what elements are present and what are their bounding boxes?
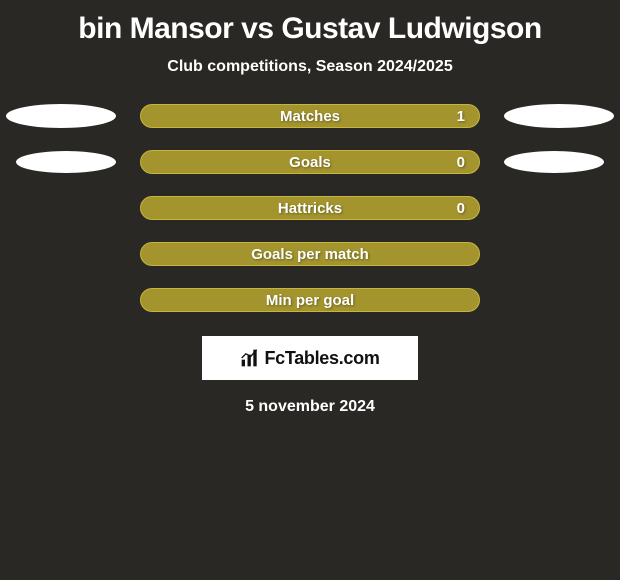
stat-bar: Min per goal [140,288,480,312]
stat-bar: Goals per match [140,242,480,266]
stat-row: Hattricks 0 [0,196,620,220]
stat-label: Hattricks [278,200,342,217]
stat-row: Goals per match [0,242,620,266]
stat-value: 0 [457,154,465,171]
stat-row: Goals 0 [0,150,620,174]
left-value-ellipse [6,104,116,128]
stat-label: Matches [280,108,340,125]
date-label: 5 november 2024 [245,398,375,416]
stat-label: Goals per match [251,246,369,263]
page-title: bin Mansor vs Gustav Ludwigson [78,12,541,46]
brand-text: FcTables.com [264,348,379,369]
stat-row: Min per goal [0,288,620,312]
stat-label: Min per goal [266,292,354,309]
left-value-ellipse [16,151,116,173]
stat-bar: Matches 1 [140,104,480,128]
stat-row: Matches 1 [0,104,620,128]
right-value-ellipse [504,104,614,128]
page-subtitle: Club competitions, Season 2024/2025 [167,58,452,76]
bar-chart-icon [240,348,260,368]
brand-badge: FcTables.com [202,336,418,380]
stats-container: Matches 1 Goals 0 Hattricks 0 Goals per … [0,104,620,312]
stat-value: 0 [457,200,465,217]
right-value-ellipse [504,151,604,173]
stat-label: Goals [289,154,331,171]
stat-bar: Hattricks 0 [140,196,480,220]
stat-value: 1 [457,108,465,125]
stat-bar: Goals 0 [140,150,480,174]
